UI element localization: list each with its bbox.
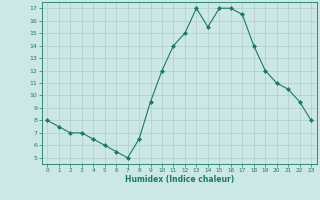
X-axis label: Humidex (Indice chaleur): Humidex (Indice chaleur) [124, 175, 234, 184]
